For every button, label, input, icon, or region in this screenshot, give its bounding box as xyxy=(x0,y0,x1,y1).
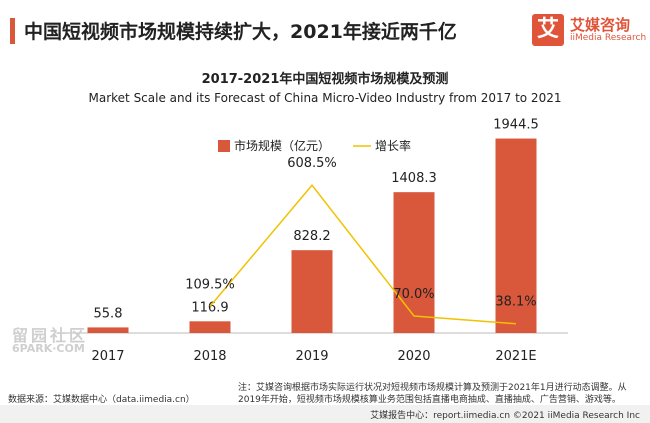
iimedia-logo: 艾 艾媒咨询 iiMedia Research xyxy=(532,14,647,48)
rate-label-2020: 70.0% xyxy=(393,287,434,302)
logo-chinese-name: 艾媒咨询 xyxy=(570,16,631,34)
x-tick-label-2019: 2019 xyxy=(295,349,328,364)
x-tick-label-2020: 2020 xyxy=(397,349,430,364)
legend-swatch-market-scale xyxy=(218,140,230,152)
x-tick-label-2018: 2018 xyxy=(193,349,226,364)
bar-2018 xyxy=(189,321,231,333)
rate-label-2018: 109.5% xyxy=(185,277,235,292)
watermark: 留园社区 xyxy=(12,326,89,345)
chart-title: 2017-2021年中国短视频市场规模及预测 xyxy=(201,72,449,87)
growth-rate-line xyxy=(209,184,517,325)
x-tick-label-2021E: 2021E xyxy=(495,349,536,364)
bar-value-label-2019: 828.2 xyxy=(293,229,330,244)
data-source: 数据来源：艾媒数据中心（data.iimedia.cn） xyxy=(8,395,195,405)
logo-english-name: iiMedia Research xyxy=(570,33,647,43)
bar-2021E xyxy=(495,138,537,333)
footer-bar xyxy=(0,405,650,423)
page-headline: 中国短视频市场规模持续扩大，2021年接近两千亿 xyxy=(24,21,457,43)
legend-label-market-scale: 市场规模（亿元） xyxy=(234,138,330,153)
footer-credit: 艾媒报告中心：report.iimedia.cn ©2021 iiMedia R… xyxy=(370,411,640,421)
rate-label-2021E: 38.1% xyxy=(495,295,536,310)
chart-note: 注：艾媒咨询根据市场实际运行状况对短视频市场规模计算及预测于2021年1月进行动… xyxy=(238,383,627,405)
x-tick-label-2017: 2017 xyxy=(91,349,124,364)
bar-value-label-2020: 1408.3 xyxy=(391,171,437,186)
watermark-subtext: 6PARK·COM xyxy=(12,342,85,355)
legend-label-growth-rate: 增长率 xyxy=(375,138,411,153)
bar-2017 xyxy=(87,327,129,333)
logo-mark: 艾 xyxy=(532,14,564,46)
title-accent-bar xyxy=(10,18,15,44)
chart-subtitle: Market Scale and its Forecast of China M… xyxy=(88,91,562,105)
bar-2020 xyxy=(393,192,435,333)
bar-value-label-2017: 55.8 xyxy=(94,306,123,321)
bar-line-chart: 市场规模（亿元） 增长率 55.8 116.9 828.2 1408.3 1944.5 201… xyxy=(57,118,568,364)
rate-label-2019: 608.5% xyxy=(287,156,337,171)
bar-2019 xyxy=(291,250,333,333)
bar-value-label-2021E: 1944.5 xyxy=(493,118,539,133)
bar-value-label-2018: 116.9 xyxy=(191,300,228,315)
